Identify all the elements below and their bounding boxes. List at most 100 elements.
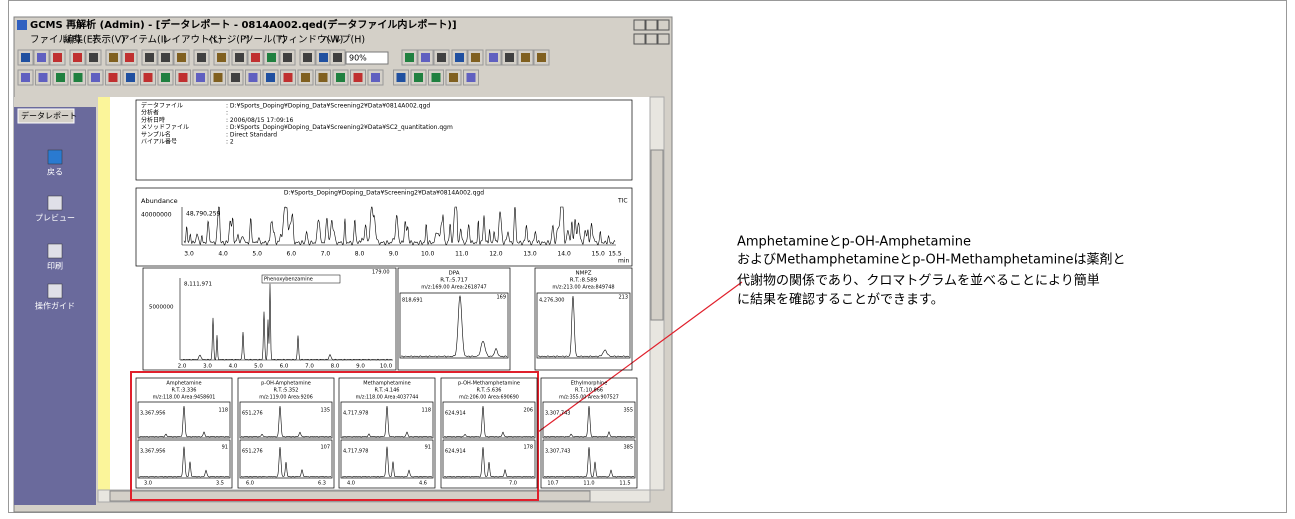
sidebar-item: 印刷 (47, 262, 63, 271)
toolbar-icon (467, 73, 476, 82)
toolbar-icon (249, 73, 258, 82)
header-value: : (226, 110, 228, 117)
toolbar-icon (145, 53, 154, 62)
ion-label: 91 (222, 445, 228, 451)
compound-name: DPA (449, 271, 460, 277)
compound-label: Phenoxybenzamine (264, 277, 313, 283)
toolbar-icon (266, 73, 275, 82)
ion-label: 178 (523, 445, 533, 451)
header-label: メソッドファイル (141, 124, 189, 131)
x-tick-label: 4.6 (419, 481, 427, 487)
ion-label: 385 (623, 445, 633, 451)
menu-item: ヘルプ(H) (322, 35, 365, 46)
x-tick-label: 6.0 (246, 481, 254, 487)
x-tick-label: 2.0 (178, 364, 187, 370)
ion-label: 169 (496, 295, 506, 301)
toolbar-icon (405, 53, 414, 62)
toolbar-icon (214, 73, 223, 82)
sidebar-header (14, 97, 96, 107)
trace-label: TIC (617, 198, 628, 205)
callout-text: Amphetamineとp-OH-Amphetamine (737, 235, 971, 250)
margin-strip (98, 97, 110, 490)
sidebar-icon[interactable] (48, 244, 62, 258)
toolbar-icon (217, 53, 226, 62)
minimize-button[interactable] (634, 34, 645, 44)
x-tick-label: 8.0 (355, 251, 365, 258)
sidebar-icon[interactable] (48, 150, 62, 164)
header-value: : Direct Standard (226, 131, 277, 138)
close-button[interactable] (658, 20, 669, 30)
compound-name: Ethylmorphine (571, 381, 608, 387)
x-tick-label: 10.7 (547, 481, 558, 487)
x-tick-label: 3.5 (216, 481, 224, 487)
report-page (110, 97, 650, 490)
max-label: 4,717,978 (343, 411, 368, 417)
toolbar-icon (179, 73, 188, 82)
x-tick-label: 7.0 (321, 251, 331, 258)
minimize-button[interactable] (634, 20, 645, 30)
retention-time: R.T.:5.352 (274, 388, 299, 394)
ion-label: 135 (320, 408, 330, 414)
x-tick-label: 15.5 (608, 251, 622, 258)
sidebar-icon[interactable] (48, 196, 62, 210)
toolbar-icon (74, 73, 83, 82)
x-tick-label: 4.0 (229, 364, 238, 370)
toolbar-icon (53, 53, 62, 62)
retention-time: R.T.:3.336 (172, 388, 197, 394)
mz-area: m/z:119.00 Area:9206 (259, 395, 313, 401)
max-label: 651,276 (242, 449, 263, 455)
toolbar-icon (56, 73, 65, 82)
toolbar-icon (196, 73, 205, 82)
ion-label: 118 (218, 408, 228, 414)
sidebar-tab-label: データレポート (21, 111, 77, 121)
maximize-button[interactable] (646, 20, 657, 30)
max-label: 3,307,743 (545, 411, 570, 417)
tic-title: D:¥Sports_Doping¥Doping_Data¥Screening2¥… (284, 190, 484, 197)
x-tick-label: 3.0 (144, 481, 152, 487)
header-label: バイアル番号 (141, 139, 177, 146)
header-value: : D:¥Sports_Doping¥Doping_Data¥Screening… (226, 103, 430, 110)
y-tick-label: 5000000 (149, 305, 174, 311)
callout-text: に結果を確認することができます。 (737, 292, 944, 308)
header-value: : D:¥Sports_Doping¥Doping_Data¥Screening… (226, 124, 453, 131)
retention-time: R.T.:8.589 (570, 278, 598, 284)
toolbar-icon (471, 53, 480, 62)
header-label: 分析日時 (141, 116, 165, 124)
x-tick-label: 8.0 (331, 364, 340, 370)
header-value: : 2 (226, 139, 234, 146)
sidebar-icon[interactable] (48, 284, 62, 298)
x-unit: min (618, 258, 630, 265)
ion-label: 206 (523, 408, 533, 414)
toolbar-icon (319, 73, 328, 82)
max-label: 624,914 (445, 411, 466, 417)
max-label: 818,691 (402, 298, 423, 304)
toolbar-icon (231, 73, 240, 82)
close-button[interactable] (658, 34, 669, 44)
compound-name: Methamphetamine (363, 381, 410, 387)
y-axis-label: Abundance (141, 197, 178, 205)
x-tick-label: 6.3 (318, 481, 326, 487)
max-label: 624,914 (445, 449, 466, 455)
x-tick-label: 11.0 (583, 481, 594, 487)
restore-button[interactable] (646, 34, 657, 44)
x-tick-label: 4.0 (347, 481, 355, 487)
mz-area: m/z:206.00 Area:690690 (459, 395, 519, 401)
x-tick-label: 5.0 (252, 251, 262, 258)
mz-area: m/z:355.00 Area:907527 (559, 395, 619, 401)
retention-time: R.T.:5.717 (440, 278, 468, 284)
ion-label: 107 (320, 445, 330, 451)
toolbar-icon (21, 73, 30, 82)
x-tick-label: 3.0 (184, 251, 194, 258)
toolbar-icon (489, 53, 498, 62)
toolbar-icon (333, 53, 342, 62)
compound-name: p-OH-Methamphetamine (458, 381, 520, 387)
max-label: 48,790,259 (186, 211, 221, 218)
x-tick-label: 9.0 (356, 364, 365, 370)
scroll-thumb[interactable] (651, 150, 663, 320)
toolbar-icon (283, 53, 292, 62)
toolbar-icon (354, 73, 363, 82)
x-tick-label: 7.0 (305, 364, 314, 370)
header-label: データファイル (141, 102, 183, 110)
header-label: サンプル名 (141, 130, 171, 138)
toolbar-icon (336, 73, 345, 82)
